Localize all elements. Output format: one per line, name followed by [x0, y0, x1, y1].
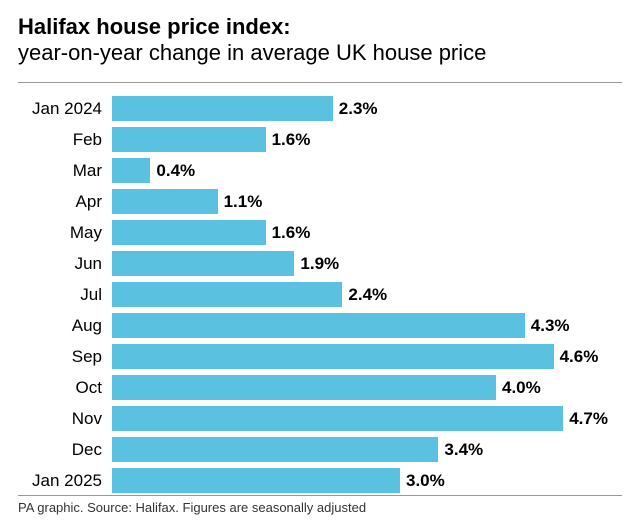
- bar-area: 2.4%: [112, 279, 622, 310]
- bar-area: 2.3%: [112, 93, 622, 124]
- bar-area: 4.3%: [112, 310, 622, 341]
- bar-area: 1.9%: [112, 248, 622, 279]
- chart-title-block: Halifax house price index: year-on-year …: [18, 14, 622, 66]
- month-label: Jan 2024: [22, 99, 112, 119]
- source-text: PA graphic. Source: Halifax. Figures are…: [18, 500, 622, 515]
- value-label: 1.6%: [266, 130, 311, 150]
- bar-area: 0.4%: [112, 155, 622, 186]
- month-label: Aug: [22, 316, 112, 336]
- bar: [112, 437, 438, 462]
- value-label: 4.6%: [554, 347, 599, 367]
- value-label: 1.1%: [218, 192, 263, 212]
- chart-row: May 1.6%: [22, 217, 622, 248]
- bar: [112, 96, 333, 121]
- bar-area: 3.0%: [112, 465, 622, 496]
- chart-row: Apr 1.1%: [22, 186, 622, 217]
- value-label: 1.9%: [294, 254, 339, 274]
- month-label: May: [22, 223, 112, 243]
- bar-area: 4.7%: [112, 403, 622, 434]
- chart-row: Sep 4.6%: [22, 341, 622, 372]
- bar: [112, 375, 496, 400]
- value-label: 1.6%: [266, 223, 311, 243]
- bar-area: 3.4%: [112, 434, 622, 465]
- bar-chart: Jan 2024 2.3% Feb 1.6% Mar 0.4% Apr 1.1% May 1.6%…: [18, 93, 622, 496]
- month-label: Jan 2025: [22, 471, 112, 491]
- bar: [112, 251, 294, 276]
- chart-row: Nov 4.7%: [22, 403, 622, 434]
- chart-row: Mar 0.4%: [22, 155, 622, 186]
- month-label: Apr: [22, 192, 112, 212]
- bar: [112, 313, 525, 338]
- bar: [112, 282, 342, 307]
- value-label: 3.0%: [400, 471, 445, 491]
- month-label: Mar: [22, 161, 112, 181]
- value-label: 2.4%: [342, 285, 387, 305]
- bar: [112, 189, 218, 214]
- month-label: Dec: [22, 440, 112, 460]
- top-divider: [18, 82, 622, 83]
- value-label: 0.4%: [150, 161, 195, 181]
- value-label: 4.7%: [563, 409, 608, 429]
- bar: [112, 127, 266, 152]
- chart-row: Jul 2.4%: [22, 279, 622, 310]
- value-label: 4.3%: [525, 316, 570, 336]
- month-label: Sep: [22, 347, 112, 367]
- chart-title-sub: year-on-year change in average UK house …: [18, 40, 486, 65]
- chart-row: Jan 2024 2.3%: [22, 93, 622, 124]
- bar-area: 1.1%: [112, 186, 622, 217]
- bar: [112, 344, 554, 369]
- bar: [112, 158, 150, 183]
- chart-row: Dec 3.4%: [22, 434, 622, 465]
- month-label: Oct: [22, 378, 112, 398]
- month-label: Jun: [22, 254, 112, 274]
- value-label: 4.0%: [496, 378, 541, 398]
- month-label: Feb: [22, 130, 112, 150]
- month-label: Jul: [22, 285, 112, 305]
- chart-row: Feb 1.6%: [22, 124, 622, 155]
- bar: [112, 406, 563, 431]
- chart-row: Oct 4.0%: [22, 372, 622, 403]
- bar: [112, 468, 400, 493]
- bar-area: 1.6%: [112, 217, 622, 248]
- bottom-divider: [18, 495, 622, 496]
- bar-area: 4.0%: [112, 372, 622, 403]
- bar-area: 4.6%: [112, 341, 622, 372]
- value-label: 2.3%: [333, 99, 378, 119]
- chart-row: Aug 4.3%: [22, 310, 622, 341]
- chart-footer: PA graphic. Source: Halifax. Figures are…: [18, 495, 622, 515]
- chart-row: Jun 1.9%: [22, 248, 622, 279]
- chart-title-main: Halifax house price index:: [18, 14, 291, 39]
- value-label: 3.4%: [438, 440, 483, 460]
- bar: [112, 220, 266, 245]
- bar-area: 1.6%: [112, 124, 622, 155]
- month-label: Nov: [22, 409, 112, 429]
- chart-row: Jan 2025 3.0%: [22, 465, 622, 496]
